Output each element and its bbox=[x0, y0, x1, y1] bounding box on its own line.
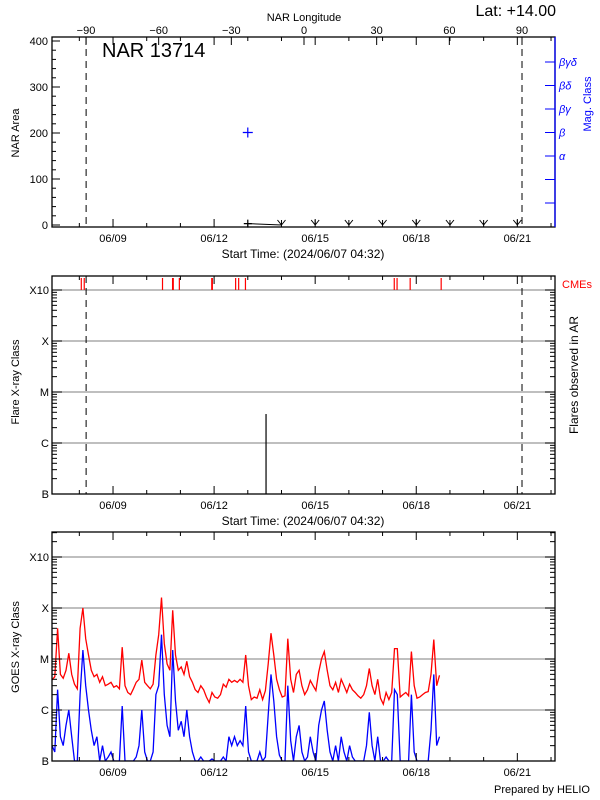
mag-class-point bbox=[242, 127, 253, 138]
class-tick-label: C bbox=[41, 705, 49, 717]
date-tick-label: 06/09 bbox=[99, 767, 127, 779]
class-tick-label: X bbox=[42, 603, 50, 615]
mag-class-tick-label: β bbox=[558, 128, 566, 140]
longitude-tick-label: 60 bbox=[443, 25, 455, 37]
date-tick-label: 06/21 bbox=[504, 767, 532, 779]
area-line bbox=[247, 223, 282, 226]
panel2-right-label: Flares observed in AR bbox=[567, 316, 581, 434]
panel3-frame bbox=[51, 531, 556, 762]
mag-class-tick-label: βγδ bbox=[558, 57, 578, 69]
panel2-xlabel: Start Time: (2024/06/07 04:32) bbox=[222, 514, 385, 528]
top-axis-title: NAR Longitude bbox=[267, 12, 342, 24]
mag-class-tick-label: βδ bbox=[558, 81, 572, 93]
date-tick-label: 06/09 bbox=[99, 500, 127, 512]
area-tick-label: 0 bbox=[42, 220, 48, 232]
date-tick-label: 06/21 bbox=[504, 500, 532, 512]
longitude-tick-label: 0 bbox=[301, 25, 307, 37]
cme-label: CMEs bbox=[562, 279, 592, 291]
class-tick-label: B bbox=[42, 756, 49, 768]
date-tick-label: 06/09 bbox=[99, 233, 127, 245]
longitude-tick-label: −30 bbox=[222, 25, 241, 37]
longitude-tick-label: −90 bbox=[77, 25, 96, 37]
class-tick-label: B bbox=[42, 489, 49, 501]
region-title: NAR 13714 bbox=[102, 40, 205, 62]
date-tick-label: 06/15 bbox=[301, 500, 329, 512]
panel2-frame bbox=[51, 275, 556, 495]
date-tick-label: 06/18 bbox=[402, 233, 430, 245]
area-tick-label: 200 bbox=[30, 128, 48, 140]
date-tick-label: 06/21 bbox=[504, 233, 532, 245]
date-tick-label: 06/18 bbox=[402, 767, 430, 779]
class-tick-label: M bbox=[40, 387, 49, 399]
longitude-tick-label: −60 bbox=[149, 25, 168, 37]
date-tick-label: 06/15 bbox=[301, 767, 329, 779]
goes-long-channel-line bbox=[52, 597, 441, 707]
class-tick-label: X10 bbox=[29, 285, 49, 297]
class-tick-label: X10 bbox=[29, 552, 49, 564]
area-tick-label: 100 bbox=[30, 174, 48, 186]
panel3-ylabel: GOES X-ray Class bbox=[10, 601, 22, 693]
longitude-tick-label: 90 bbox=[516, 25, 528, 37]
longitude-tick-label: 30 bbox=[371, 25, 383, 37]
class-tick-label: X bbox=[42, 336, 50, 348]
area-tick-label: 300 bbox=[30, 82, 48, 94]
class-tick-label: C bbox=[41, 438, 49, 450]
date-tick-label: 06/15 bbox=[301, 233, 329, 245]
date-tick-label: 06/12 bbox=[200, 500, 228, 512]
goes-short-channel-line bbox=[52, 634, 441, 761]
area-tick-label: 400 bbox=[30, 36, 48, 48]
mag-class-tick-label: βγ bbox=[558, 104, 572, 116]
prepared-by-label: Prepared by HELIO bbox=[494, 784, 590, 796]
class-tick-label: M bbox=[40, 654, 49, 666]
panel1-ylabel: NAR Area bbox=[10, 108, 22, 158]
date-tick-label: 06/18 bbox=[402, 500, 430, 512]
panel2-ylabel: Flare X-ray Class bbox=[10, 339, 22, 424]
latitude-label: Lat: +14.00 bbox=[475, 3, 556, 20]
date-tick-label: 06/12 bbox=[200, 767, 228, 779]
mag-class-tick-label: α bbox=[559, 151, 566, 163]
date-tick-label: 06/12 bbox=[200, 233, 228, 245]
panel1-frame bbox=[51, 36, 556, 228]
panel1-xlabel: Start Time: (2024/06/07 04:32) bbox=[222, 247, 385, 261]
mag-class-label: Mag. Class bbox=[582, 76, 594, 132]
